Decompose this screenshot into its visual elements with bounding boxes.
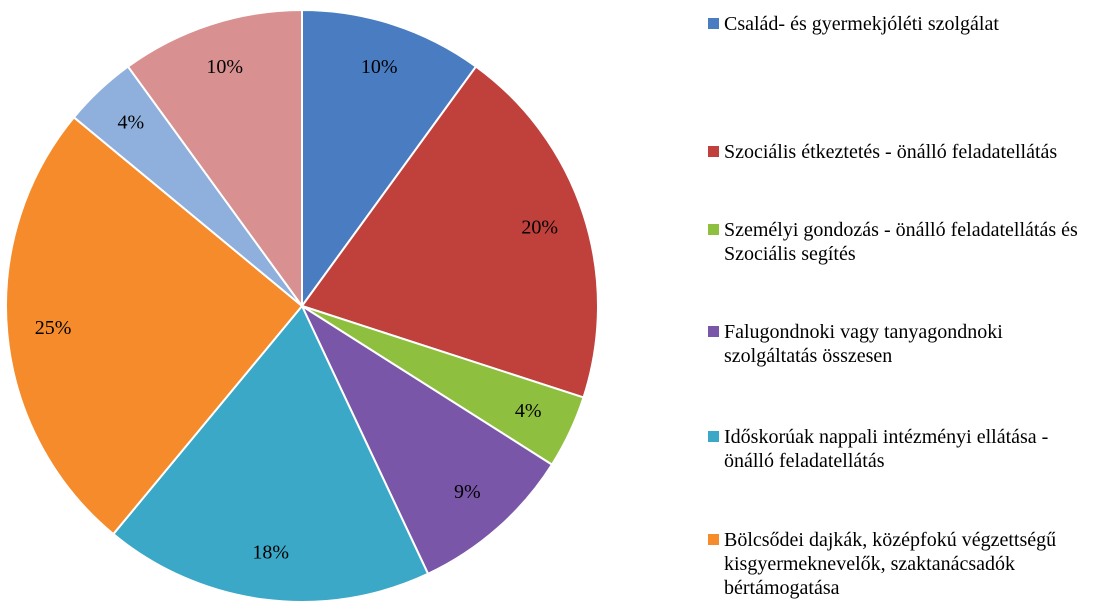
legend-swatch	[708, 146, 719, 157]
pie-slice	[126, 8, 303, 310]
legend-swatch	[708, 224, 719, 235]
legend-entry: Személyi gondozás - önálló feladatellátá…	[706, 218, 1096, 266]
data-label: 9%	[454, 481, 481, 503]
legend-label: Család- és gyermekjóléti szolgálat	[724, 13, 999, 35]
data-label: 10%	[206, 56, 243, 78]
legend-entry: Család- és gyermekjóléti szolgálat	[706, 12, 1096, 36]
pie-slice	[299, 303, 554, 576]
legend-entry: Bölcsődei dajkák, középfokú végzettségű …	[706, 528, 1096, 600]
data-label: 18%	[252, 542, 289, 564]
legend-entry: Időskorúak nappali intézményi ellátása -…	[706, 425, 1096, 473]
legend-label: Szociális étkeztetés - önálló feladatell…	[724, 141, 1058, 163]
data-label: 10%	[361, 56, 398, 78]
chart: 10% 20% 4% 9% 18% 25% 4% 10%	[5, 8, 599, 603]
legend-swatch	[708, 431, 719, 442]
legend-swatch	[708, 326, 719, 337]
legend-entry: Falugondnoki vagy tanyagondnoki szolgált…	[706, 320, 1096, 368]
legend-label: Személyi gondozás - önálló feladatellátá…	[724, 219, 1078, 265]
data-label: 4%	[515, 400, 542, 422]
pie-slice	[111, 304, 430, 603]
legend-swatch	[708, 18, 719, 29]
data-label: 25%	[35, 317, 72, 339]
legend-label: Falugondnoki vagy tanyagondnoki szolgált…	[724, 321, 1003, 367]
legend-label: Időskorúak nappali intézményi ellátása -…	[724, 426, 1049, 472]
legend-label: Bölcsődei dajkák, középfokú végzettségű …	[724, 529, 1057, 599]
pie-slice	[300, 65, 599, 399]
data-label: 20%	[521, 216, 558, 238]
legend-swatch	[708, 534, 719, 545]
pie-slice	[5, 115, 304, 536]
pie-slice	[301, 8, 478, 310]
data-label: 4%	[118, 111, 145, 133]
legend-entry: Szociális étkeztetés - önálló feladatell…	[706, 140, 1096, 164]
